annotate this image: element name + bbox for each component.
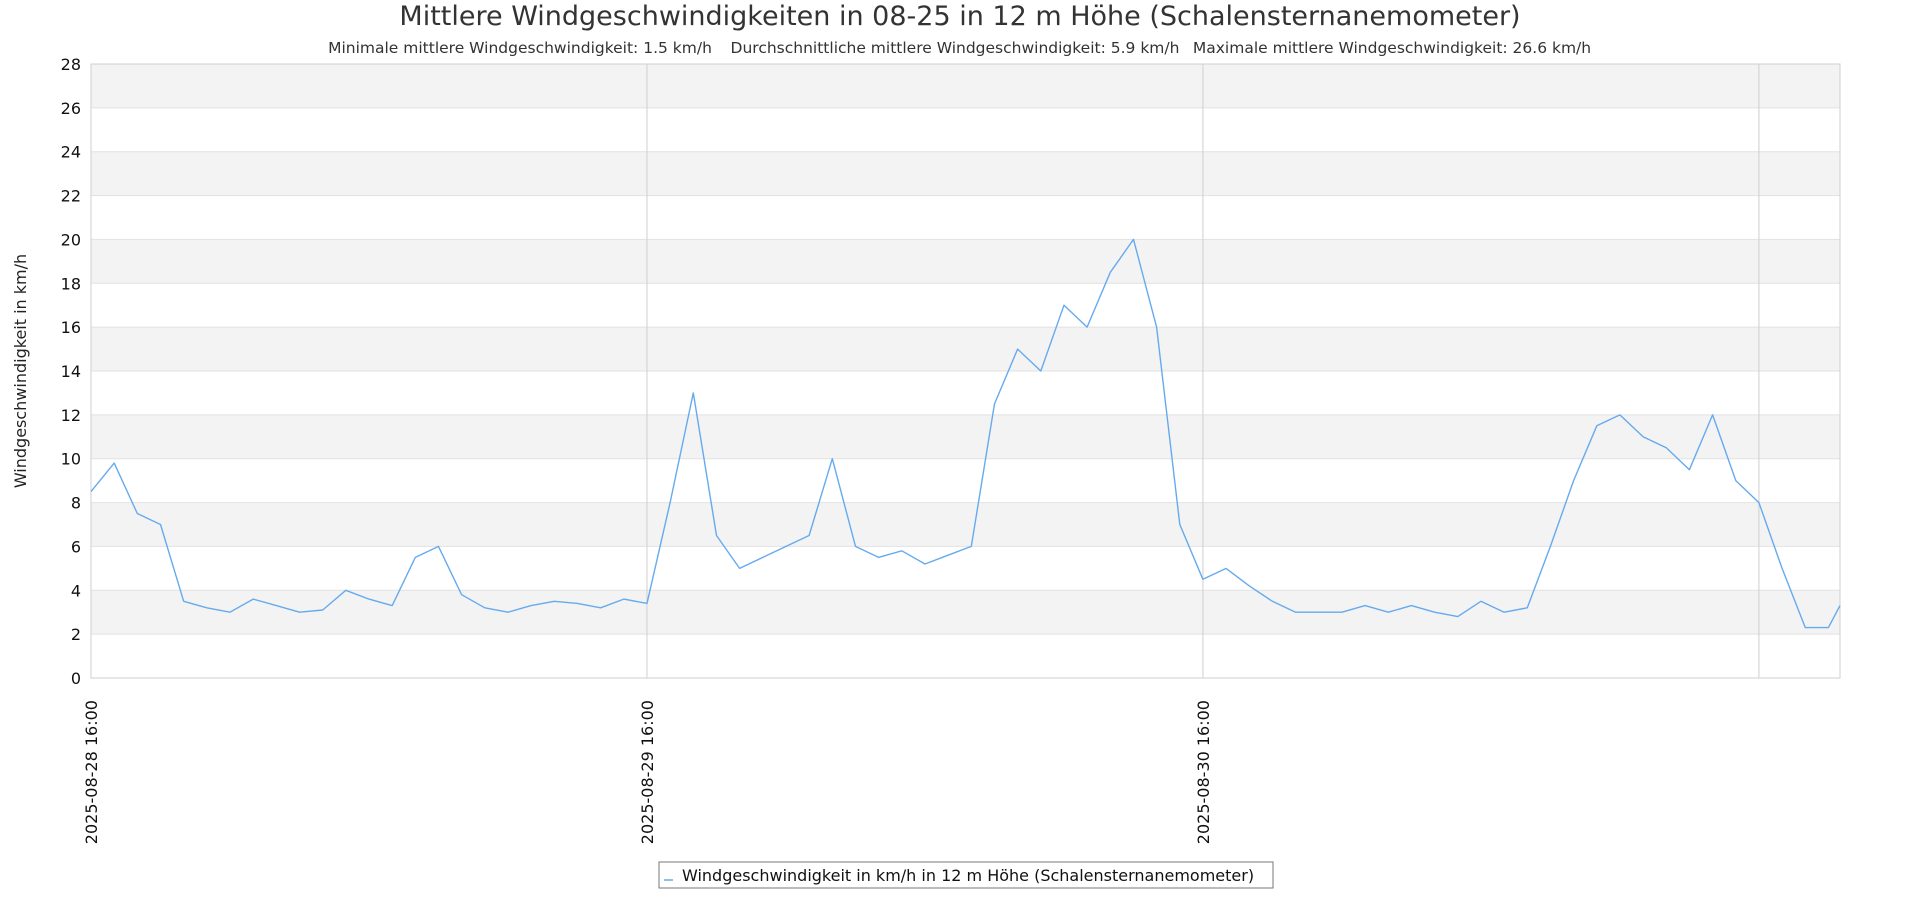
grid-band [91,371,1840,415]
grid-band [91,283,1840,328]
x-tick-label: 2025-08-30 16:00 [1194,700,1213,844]
grid-band [91,458,1840,503]
grid-band [91,195,1840,240]
y-tick-label: 22 [61,187,81,206]
y-tick-label: 26 [61,99,81,118]
y-tick-label: 24 [61,143,81,162]
y-tick-label: 2 [71,625,81,644]
legend: Windgeschwindigkeit in km/h in 12 m Höhe… [658,861,1274,889]
chart-title: Mittlere Windgeschwindigkeiten in 08-25 … [399,1,1520,32]
grid-band [91,546,1840,591]
y-tick-label: 4 [71,581,81,600]
plot-frame [90,63,1841,679]
y-tick-label: 0 [71,669,81,688]
y-tick-label: 18 [61,274,81,293]
y-tick-label: 8 [71,494,81,513]
grid-band [91,151,1840,196]
series-line-wind-speed [90,238,1841,629]
y-axis-label: Windgeschwindigkeit in km/h [11,254,30,488]
grid-band [91,239,1840,284]
x-gridlines [646,64,1760,678]
legend-box [658,861,1274,889]
x-axis: 2025-08-28 16:00 2025-08-29 16:00 2025-08-… [82,700,1213,844]
y-tick-label: 16 [61,318,81,337]
y-tick-label: 28 [61,55,81,74]
y-tick-label: 10 [61,450,81,469]
subtitle-max: Maximale mittlere Windgeschwindigkeit: 2… [1193,39,1591,57]
y-tick-label: 12 [61,406,81,425]
y-tick-label: 6 [71,537,81,556]
y-tick-label: 14 [61,362,81,381]
legend-label: Windgeschwindigkeit in km/h in 12 m Höhe… [682,866,1254,885]
x-tick-label: 2025-08-28 16:00 [82,700,101,844]
grid-band [91,107,1840,152]
grid-band [91,414,1840,459]
x-tick-label: 2025-08-29 16:00 [638,700,657,844]
subtitle-min: Minimale mittlere Windgeschwindigkeit: 1… [328,39,712,57]
grid-band [91,590,1840,635]
grid-band [91,327,1840,371]
grid-band [91,634,1840,678]
y-tick-label: 20 [61,230,81,249]
grid-band [91,64,1840,108]
grid-band [91,502,1840,547]
grid-bands [91,64,1840,679]
subtitle-avg: Durchschnittliche mittlere Windgeschwind… [731,39,1180,57]
